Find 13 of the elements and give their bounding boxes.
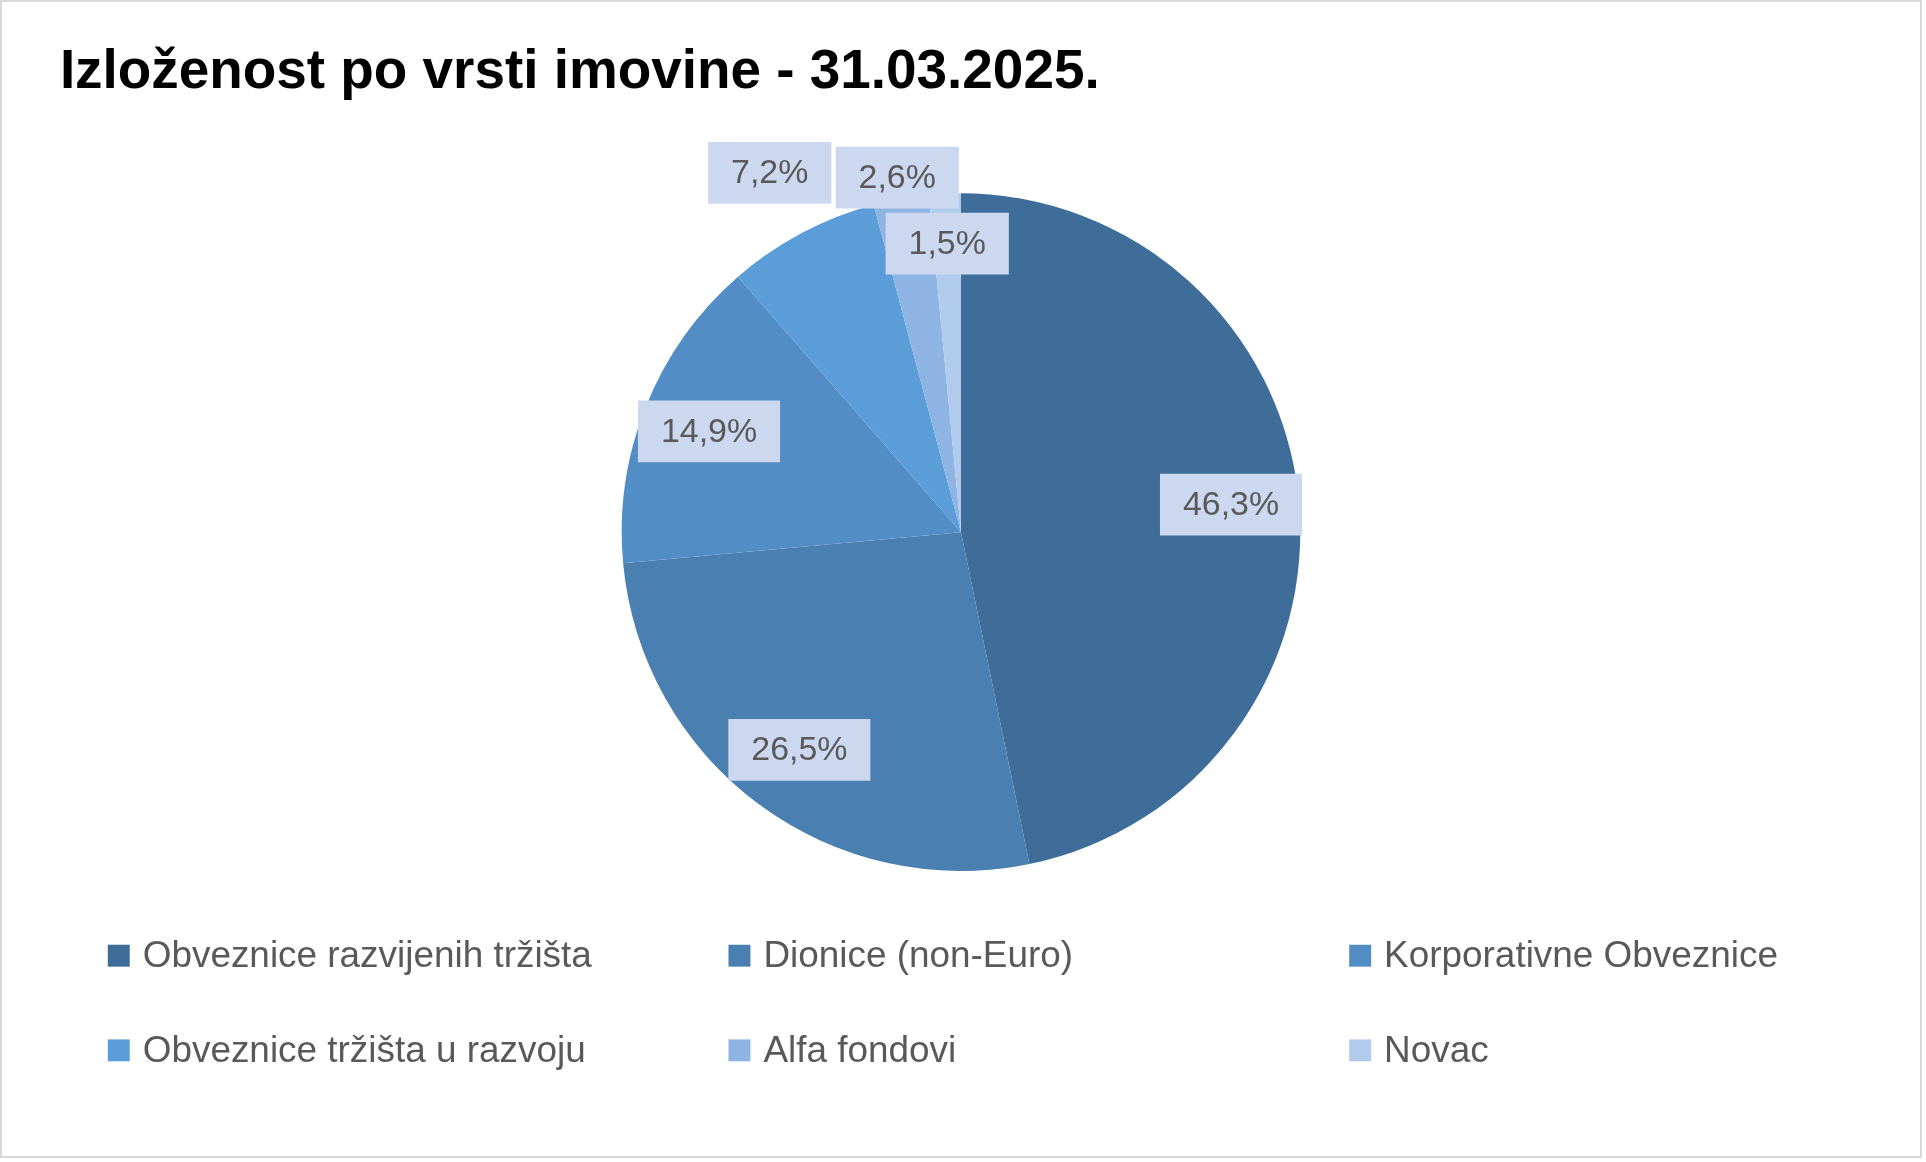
data-label: 14,9% — [660, 410, 758, 449]
data-label: 7,2% — [731, 152, 809, 191]
legend-label: Obveznice razvijenih tržišta — [142, 933, 593, 975]
legend-label: Novac — [1384, 1028, 1489, 1070]
data-label: 46,3% — [1182, 484, 1280, 523]
data-label: 26,5% — [751, 729, 848, 768]
data-label: 1,5% — [908, 222, 986, 261]
chart-title: Izloženost po vrsti imovine - 31.03.2025. — [59, 37, 1100, 100]
legend-label: Alfa fondovi — [763, 1028, 957, 1070]
data-label: 2,6% — [858, 157, 936, 195]
legend-label: Obveznice tržišta u razvoju — [142, 1028, 586, 1070]
legend-label: Korporativne Obveznice — [1384, 933, 1778, 975]
legend-label: Dionice (non-Euro) — [763, 933, 1074, 975]
